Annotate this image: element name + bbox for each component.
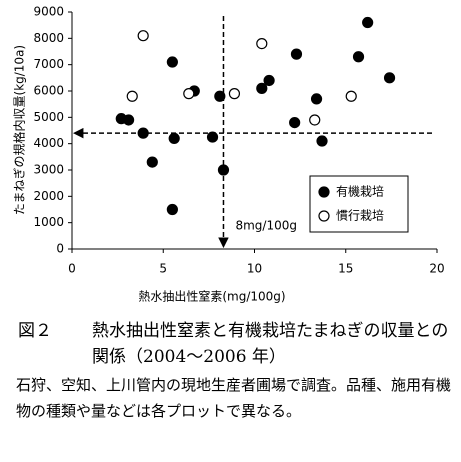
point [310, 93, 323, 105]
point [309, 114, 321, 126]
y-tick-label: 7000 [33, 57, 64, 71]
legend-label: 慣行栽培 [336, 208, 384, 223]
point [166, 203, 178, 216]
y-tick-label: 5000 [33, 110, 64, 124]
point [122, 114, 135, 126]
point [146, 156, 158, 168]
point [168, 132, 180, 144]
point [126, 90, 138, 102]
legend-label: 有機栽培 [336, 184, 384, 199]
figure-number: 図２ [18, 321, 52, 341]
y-tick-label: 0 [56, 242, 64, 256]
legend-marker [318, 210, 330, 222]
x-tick-label: 10 [247, 262, 262, 276]
caption-note: 石狩、空知、上川管内の現地生産者圃場で調査。品種、施用有機物の種類や量などは各プ… [16, 376, 452, 420]
y-tick-label: 2000 [33, 189, 64, 203]
x-tick-label: 0 [68, 262, 76, 276]
point [206, 131, 219, 143]
y-tick-label: 6000 [33, 84, 64, 98]
point [137, 30, 149, 42]
y-tick-label: 3000 [33, 163, 64, 177]
point [256, 82, 268, 94]
point [166, 56, 178, 68]
point [183, 88, 195, 100]
figure-title: 熱水抽出性窒素と有機栽培たまねぎの収量との関係（2004～2006 年） [92, 321, 449, 367]
point [217, 164, 230, 176]
point [352, 51, 365, 63]
x-axis-label: 熱水抽出性窒素(mg/100g) [138, 289, 285, 304]
x-tick-label: 20 [429, 262, 444, 276]
point [289, 116, 301, 129]
point [137, 127, 149, 139]
legend-marker [318, 186, 330, 198]
point [316, 135, 328, 147]
y-tick-label: 4000 [33, 136, 64, 150]
point [383, 72, 396, 84]
point [256, 37, 268, 50]
y-tick-label: 9000 [33, 5, 64, 19]
y-tick-label: 1000 [33, 215, 64, 229]
x-tick-label: 15 [338, 262, 353, 276]
point [263, 74, 275, 87]
point [228, 88, 241, 100]
x-tick-label: 5 [159, 262, 167, 276]
reference-label: 8mg/100g [235, 219, 297, 233]
point [362, 16, 374, 29]
y-tick-label: 8000 [33, 31, 64, 45]
point [214, 90, 226, 102]
chart: 熱水抽出性窒素(mg/100g) たまねぎの規格内収量(kg/10a) 0100… [12, 5, 445, 304]
point [290, 48, 303, 60]
point [345, 90, 357, 102]
legend-box [309, 175, 409, 233]
caption-title: 図２ 熱水抽出性窒素と有機栽培たまねぎの収量との関係（2004～2006 年） [18, 318, 458, 370]
y-axis-label: たまねぎの規格内収量(kg/10a) [12, 45, 27, 215]
